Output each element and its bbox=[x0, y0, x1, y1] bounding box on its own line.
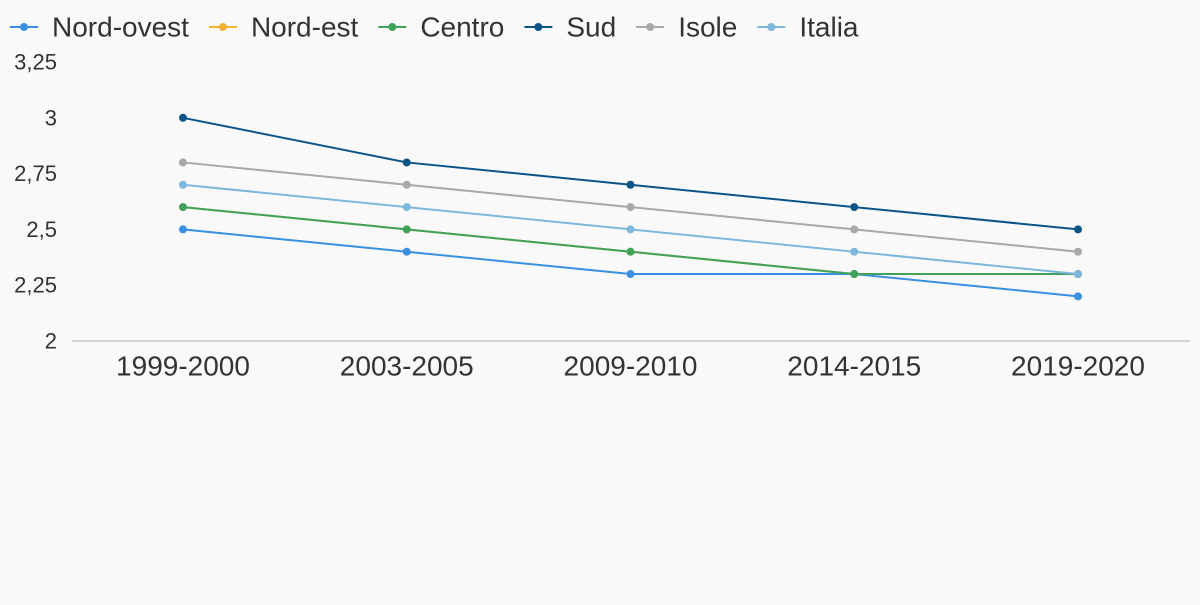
x-tick-label: 2019-2020 bbox=[1011, 351, 1145, 382]
data-point bbox=[179, 225, 187, 234]
series-line bbox=[182, 228, 1079, 298]
plot-area bbox=[179, 113, 1082, 301]
legend-label: Italia bbox=[799, 12, 859, 43]
legend-item[interactable]: Nord-est bbox=[208, 12, 359, 43]
data-point bbox=[179, 113, 187, 122]
x-axis: 1999-2000 2003-2005 2009-2010 2014-2015 2019… bbox=[72, 340, 1190, 382]
data-point bbox=[626, 180, 635, 189]
legend-dot-marker bbox=[218, 23, 227, 31]
x-tick-label: 2009-2010 bbox=[564, 351, 698, 382]
data-point bbox=[626, 270, 635, 279]
y-tick-label: 2,5 bbox=[26, 217, 57, 242]
series-centro bbox=[179, 203, 1082, 279]
data-point bbox=[402, 247, 411, 256]
data-point bbox=[402, 203, 411, 212]
legend-dot-marker bbox=[20, 23, 28, 31]
data-point bbox=[850, 203, 859, 212]
legend-item[interactable]: Sud bbox=[524, 12, 616, 43]
y-axis: 2 2,25 2,5 2,75 3 3,25 bbox=[14, 50, 57, 354]
series-line bbox=[182, 116, 1079, 231]
data-point bbox=[626, 225, 635, 234]
x-tick-label: 1999-2000 bbox=[116, 351, 250, 382]
legend-dot-marker bbox=[767, 23, 776, 31]
data-point bbox=[179, 180, 187, 189]
series-isole bbox=[179, 158, 1082, 256]
y-tick-label: 3,25 bbox=[14, 50, 57, 75]
legend-label: Centro bbox=[420, 12, 504, 43]
series-nord-est bbox=[179, 203, 1082, 279]
y-tick-label: 2,25 bbox=[14, 273, 57, 298]
data-point bbox=[1074, 292, 1082, 301]
series-line bbox=[182, 206, 1078, 276]
legend-item[interactable]: Nord-ovest bbox=[10, 12, 189, 43]
legend-item[interactable]: Centro bbox=[378, 12, 504, 43]
legend-item[interactable]: Isole bbox=[636, 12, 737, 43]
series-line bbox=[182, 206, 1078, 276]
legend-dot-marker bbox=[534, 23, 543, 31]
legend-dot-marker bbox=[646, 23, 655, 31]
series-sud bbox=[179, 113, 1082, 234]
data-point bbox=[850, 225, 859, 234]
data-point bbox=[850, 270, 859, 279]
series-italia bbox=[179, 180, 1082, 279]
legend: Nord-ovest Nord-est Centro Sud Isole Italia bbox=[10, 12, 859, 43]
x-tick-label: 2014-2015 bbox=[787, 351, 921, 382]
y-tick-label: 2 bbox=[45, 329, 57, 354]
legend-item[interactable]: Italia bbox=[757, 12, 859, 43]
x-tick-label: 2003-2005 bbox=[340, 351, 474, 382]
data-point bbox=[402, 158, 411, 167]
data-point bbox=[402, 225, 411, 234]
data-point bbox=[626, 203, 635, 212]
y-tick-label: 2,75 bbox=[14, 161, 57, 186]
data-point bbox=[179, 158, 187, 167]
data-point bbox=[1074, 247, 1082, 256]
legend-label: Nord-est bbox=[251, 12, 359, 43]
data-point bbox=[402, 180, 411, 189]
data-point bbox=[1074, 270, 1082, 279]
y-tick-label: 3 bbox=[45, 105, 57, 130]
data-point bbox=[179, 203, 187, 212]
legend-label: Nord-ovest bbox=[52, 12, 189, 43]
data-point bbox=[626, 247, 635, 256]
legend-label: Isole bbox=[678, 12, 737, 43]
legend-dot-marker bbox=[388, 23, 397, 31]
series-nord-ovest bbox=[179, 225, 1082, 301]
legend-label: Sud bbox=[566, 12, 616, 43]
data-point bbox=[850, 247, 859, 256]
data-point bbox=[1074, 225, 1082, 234]
